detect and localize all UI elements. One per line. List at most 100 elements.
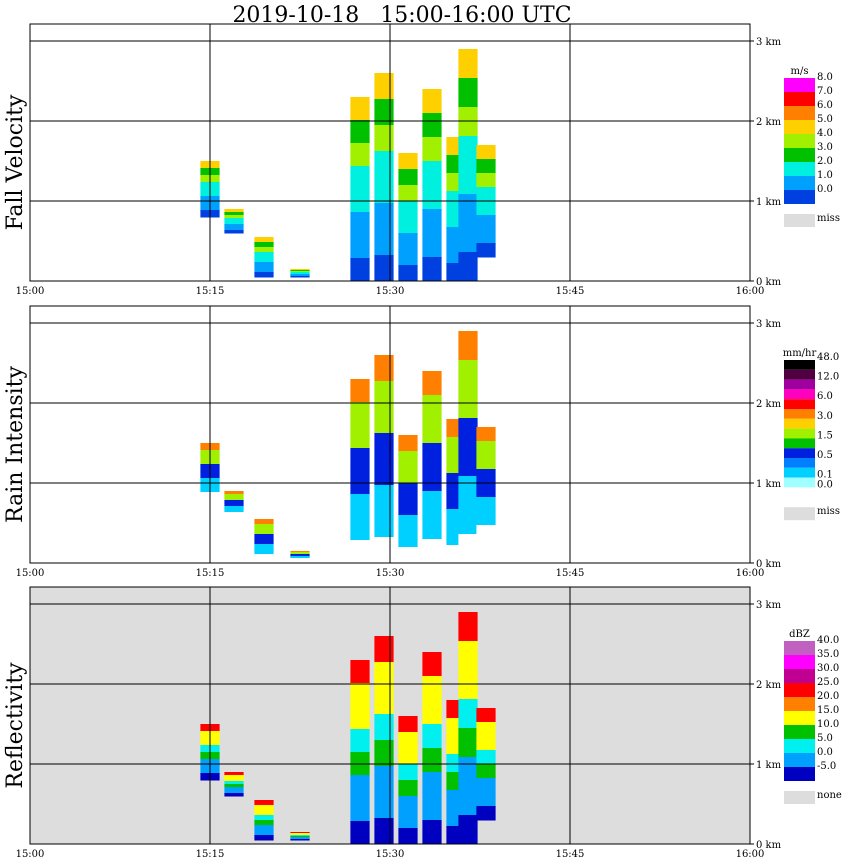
echo-cell bbox=[224, 491, 244, 495]
echo-cell bbox=[350, 660, 370, 684]
echo-cell bbox=[398, 764, 418, 781]
echo-cell bbox=[458, 447, 478, 477]
echo-cell bbox=[374, 537, 394, 564]
y-tick-label: 0 km bbox=[756, 559, 782, 570]
echo-cell bbox=[422, 89, 442, 114]
echo-cell bbox=[224, 784, 244, 788]
legend-label: 7.0 bbox=[817, 86, 833, 97]
echo-cell bbox=[422, 209, 442, 234]
echo-cell bbox=[350, 517, 370, 541]
legend-miss-label: miss bbox=[817, 506, 840, 517]
echo-cell bbox=[476, 750, 496, 765]
echo-cell bbox=[398, 483, 418, 500]
y-tick-label: 1 km bbox=[756, 479, 782, 490]
x-tick-label: 15:45 bbox=[556, 849, 585, 860]
echo-cell bbox=[254, 554, 274, 560]
legend-swatch bbox=[784, 697, 815, 711]
echo-cell bbox=[476, 243, 496, 258]
legend-swatch bbox=[784, 379, 815, 390]
echo-cell bbox=[224, 224, 244, 228]
echo-cell bbox=[374, 740, 394, 767]
echo-cell bbox=[458, 476, 478, 506]
echo-cell bbox=[476, 792, 496, 807]
legend-label: 2.0 bbox=[817, 156, 833, 167]
echo-cell bbox=[398, 499, 418, 516]
y-tick-label: 0 km bbox=[756, 277, 782, 288]
legend-label: 48.0 bbox=[817, 352, 839, 363]
echo-cell bbox=[374, 73, 394, 100]
legend-label: 12.0 bbox=[817, 372, 839, 383]
echo-cell bbox=[458, 194, 478, 224]
echo-cell bbox=[350, 683, 370, 707]
echo-cell bbox=[350, 166, 370, 190]
legend-unit: mm/hr bbox=[783, 348, 817, 359]
echo-cell bbox=[290, 833, 310, 835]
legend-swatch bbox=[784, 428, 815, 439]
legend-swatch bbox=[784, 739, 815, 753]
echo-cell bbox=[224, 209, 244, 213]
legend-swatch bbox=[784, 467, 815, 478]
echo-cell bbox=[458, 165, 478, 195]
echo-cell bbox=[350, 448, 370, 472]
echo-cell bbox=[422, 491, 442, 516]
echo-cell bbox=[290, 276, 310, 278]
echo-cell bbox=[458, 699, 478, 729]
echo-cell bbox=[254, 237, 274, 243]
echo-cell bbox=[224, 772, 244, 776]
echo-cell bbox=[254, 534, 274, 540]
echo-cell bbox=[350, 402, 370, 426]
y-tick-label: 3 km bbox=[756, 37, 782, 48]
echo-cell bbox=[224, 227, 244, 231]
y-tick-label: 3 km bbox=[756, 600, 782, 611]
echo-cell bbox=[224, 212, 244, 216]
echo-cell bbox=[374, 792, 394, 819]
echo-cell bbox=[458, 418, 478, 448]
legend-swatch bbox=[784, 162, 815, 176]
echo-cell bbox=[254, 549, 274, 555]
echo-cell bbox=[476, 145, 496, 160]
echo-cell bbox=[254, 810, 274, 816]
x-tick-label: 15:30 bbox=[376, 849, 405, 860]
echo-cell bbox=[476, 778, 496, 793]
echo-cell bbox=[422, 257, 442, 282]
legend-swatch bbox=[784, 477, 815, 488]
echo-cell bbox=[422, 161, 442, 186]
legend-label: 5.0 bbox=[817, 114, 833, 125]
echo-cell bbox=[290, 836, 310, 838]
y-tick-label: 3 km bbox=[756, 319, 782, 330]
echo-cell bbox=[476, 201, 496, 216]
echo-cell bbox=[422, 724, 442, 749]
echo-cell bbox=[290, 557, 310, 559]
legend-swatch bbox=[784, 78, 815, 92]
legend-swatch bbox=[784, 448, 815, 458]
echo-cell bbox=[458, 612, 478, 642]
echo-cell bbox=[458, 641, 478, 671]
x-tick-label: 15:30 bbox=[376, 286, 405, 297]
echo-cell bbox=[422, 371, 442, 396]
legend-label: 3.0 bbox=[817, 142, 833, 153]
echo-cell bbox=[422, 233, 442, 258]
echo-cell bbox=[350, 97, 370, 121]
echo-cell bbox=[398, 233, 418, 250]
echo-cell bbox=[224, 500, 244, 504]
echo-cell bbox=[350, 494, 370, 518]
echo-cell bbox=[398, 169, 418, 186]
echo-cell bbox=[374, 818, 394, 845]
echo-cell bbox=[254, 830, 274, 836]
echo-cell bbox=[224, 215, 244, 219]
echo-cell bbox=[254, 272, 274, 278]
echo-cell bbox=[398, 249, 418, 266]
echo-cell bbox=[374, 125, 394, 152]
echo-cell bbox=[290, 551, 310, 553]
echo-cell bbox=[458, 107, 478, 137]
echo-cell bbox=[422, 796, 442, 821]
echo-cell bbox=[290, 556, 310, 558]
echo-cell bbox=[224, 509, 244, 513]
echo-cell bbox=[224, 494, 244, 498]
echo-cell bbox=[254, 800, 274, 806]
legend-miss-swatch bbox=[784, 214, 815, 227]
echo-cell bbox=[422, 676, 442, 701]
echo-cell bbox=[254, 835, 274, 841]
echo-cell bbox=[476, 764, 496, 779]
echo-cell bbox=[254, 815, 274, 821]
